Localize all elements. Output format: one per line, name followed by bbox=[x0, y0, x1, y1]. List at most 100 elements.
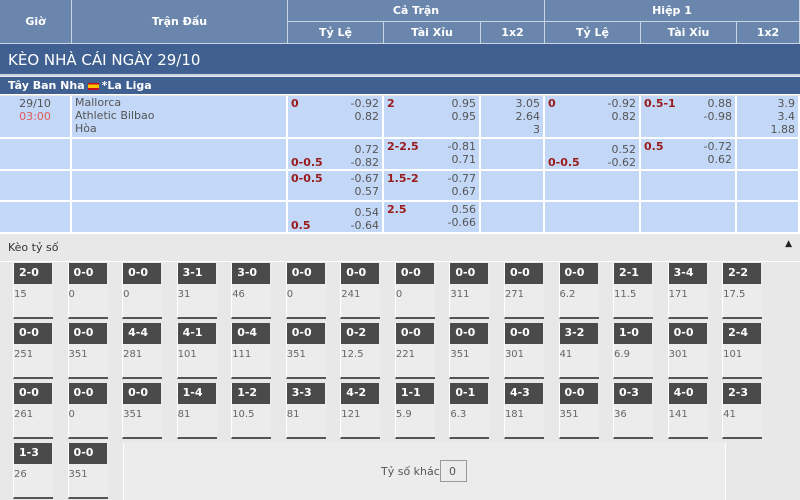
odds-value[interactable]: -0.64 bbox=[350, 219, 379, 232]
odds-value[interactable]: -0.82 bbox=[350, 156, 379, 169]
x12-value[interactable]: 1.88 bbox=[770, 123, 796, 136]
odds-values[interactable]: -0.77 0.67 bbox=[448, 172, 476, 198]
score-box[interactable]: 0-0 241 bbox=[340, 263, 381, 319]
score-box[interactable]: 0-0 301 bbox=[503, 323, 544, 379]
score-box[interactable]: 1-4 81 bbox=[176, 383, 217, 439]
collapse-arrow-icon[interactable]: ▲ bbox=[785, 239, 792, 249]
score-box[interactable]: 1-2 10.5 bbox=[231, 383, 272, 439]
x12-value[interactable]: 3.9 bbox=[777, 97, 796, 110]
odds-values[interactable]: 0.95 0.95 bbox=[452, 97, 477, 123]
score-box[interactable]: 0-0 0 bbox=[67, 263, 108, 319]
odds-value[interactable]: -0.77 bbox=[447, 172, 476, 185]
score-box[interactable]: 0-0 0 bbox=[285, 263, 326, 319]
score-box[interactable]: 0-0 221 bbox=[394, 323, 435, 379]
x12-value[interactable]: 3.4 bbox=[777, 110, 796, 123]
x12-values[interactable]: 3.9 3.4 1.88 bbox=[771, 97, 796, 136]
score-box[interactable]: 0-0 271 bbox=[503, 263, 544, 319]
score-box[interactable]: 3-2 41 bbox=[558, 323, 599, 379]
odds-value[interactable]: 0.67 bbox=[451, 185, 477, 198]
score-box[interactable]: 2-4 101 bbox=[722, 323, 763, 379]
score-box[interactable]: 0-0 0 bbox=[67, 383, 108, 439]
odds-value[interactable]: 0.56 bbox=[451, 203, 477, 216]
score-box[interactable]: 2-0 15 bbox=[13, 263, 53, 319]
odds-values[interactable]: -0.92 0.82 bbox=[608, 97, 636, 123]
score-odds: 351 bbox=[559, 409, 579, 420]
score-box[interactable]: 1-3 26 bbox=[13, 443, 53, 499]
odds-values[interactable]: -0.72 0.62 bbox=[704, 140, 732, 166]
score-box[interactable]: 0-0 301 bbox=[667, 323, 708, 379]
odds-value[interactable]: -0.92 bbox=[607, 97, 636, 110]
odds-value[interactable]: 0.95 bbox=[451, 110, 477, 123]
odds-values[interactable]: 0.56 -0.66 bbox=[448, 203, 476, 229]
score-box[interactable]: 1-0 6.9 bbox=[613, 323, 654, 379]
league-row[interactable]: Tây Ban Nha *La Liga bbox=[0, 77, 800, 95]
x12-value[interactable]: 2.64 bbox=[515, 110, 541, 123]
score-box[interactable]: 2-1 11.5 bbox=[613, 263, 654, 319]
odds-value[interactable]: -0.81 bbox=[447, 140, 476, 153]
score-box[interactable]: 0-0 351 bbox=[67, 443, 108, 499]
score-box[interactable]: 1-1 5.9 bbox=[394, 383, 435, 439]
score-box[interactable]: 3-1 31 bbox=[176, 263, 217, 319]
score-box[interactable]: 0-0 6.2 bbox=[558, 263, 599, 319]
score-box[interactable]: 2-2 17.5 bbox=[722, 263, 763, 319]
x12-value[interactable]: 3.05 bbox=[515, 97, 541, 110]
odds-value[interactable]: -0.98 bbox=[703, 110, 732, 123]
odds-value[interactable]: 0.95 bbox=[451, 97, 477, 110]
score-box[interactable]: 4-2 121 bbox=[340, 383, 381, 439]
score-box[interactable]: 0-0 251 bbox=[13, 323, 53, 379]
score-box[interactable]: 4-3 181 bbox=[503, 383, 544, 439]
score-odds: 351 bbox=[286, 349, 306, 360]
odds-value[interactable]: 0.62 bbox=[707, 153, 733, 166]
team-home[interactable]: Mallorca bbox=[75, 96, 122, 109]
team-draw[interactable]: Hòa bbox=[75, 122, 97, 135]
odds-cell bbox=[481, 171, 545, 202]
score-box[interactable]: 0-0 351 bbox=[449, 323, 490, 379]
score-box[interactable]: 4-4 281 bbox=[122, 323, 163, 379]
score-box[interactable]: 0-0 261 bbox=[13, 383, 53, 439]
team-away[interactable]: Athletic Bilbao bbox=[75, 109, 155, 122]
score-box[interactable]: 4-1 101 bbox=[176, 323, 217, 379]
odds-value[interactable]: 0.72 bbox=[354, 143, 380, 156]
score-box[interactable]: 3-4 171 bbox=[667, 263, 708, 319]
score-box[interactable]: 0-0 351 bbox=[122, 383, 163, 439]
odds-values[interactable]: -0.81 0.71 bbox=[448, 140, 476, 166]
odds-values[interactable]: 0.72 -0.82 bbox=[351, 143, 379, 169]
score-box[interactable]: 0-0 0 bbox=[122, 263, 163, 319]
score-box[interactable]: 0-2 12.5 bbox=[340, 323, 381, 379]
score-box[interactable]: 3-0 46 bbox=[231, 263, 272, 319]
score-box[interactable]: 0-0 351 bbox=[67, 323, 108, 379]
odds-value[interactable]: -0.72 bbox=[703, 140, 732, 153]
odds-values[interactable]: 0.54 -0.64 bbox=[351, 206, 379, 232]
odds-value[interactable]: -0.67 bbox=[350, 172, 379, 185]
score-box[interactable]: 0-0 0 bbox=[394, 263, 435, 319]
score-box[interactable]: 0-0 311 bbox=[449, 263, 490, 319]
odds-values[interactable]: -0.67 0.57 bbox=[351, 172, 379, 198]
score-box[interactable]: 0-3 36 bbox=[613, 383, 654, 439]
score-box[interactable]: 3-3 81 bbox=[285, 383, 326, 439]
odds-value[interactable]: -0.92 bbox=[350, 97, 379, 110]
odds-value[interactable]: 0.82 bbox=[611, 110, 637, 123]
score-box[interactable]: 2-3 41 bbox=[722, 383, 763, 439]
odds-value[interactable]: -0.66 bbox=[447, 216, 476, 229]
score-box[interactable]: 4-0 141 bbox=[667, 383, 708, 439]
x12-value[interactable]: 3 bbox=[533, 123, 540, 136]
score-box[interactable]: 0-0 351 bbox=[285, 323, 326, 379]
odds-value[interactable]: -0.62 bbox=[607, 156, 636, 169]
x12-values[interactable]: 3.05 2.64 3 bbox=[516, 97, 541, 136]
odds-values[interactable]: 0.88 -0.98 bbox=[704, 97, 732, 123]
odds-value[interactable]: 0.88 bbox=[707, 97, 733, 110]
odds-value[interactable]: 0.54 bbox=[354, 206, 380, 219]
odds-value[interactable]: 0.52 bbox=[611, 143, 637, 156]
odds-values[interactable]: -0.92 0.82 bbox=[351, 97, 379, 123]
correct-score-title: Kèo tỷ số bbox=[8, 241, 59, 254]
line-value: 2-2.5 bbox=[387, 140, 419, 153]
correct-score-header[interactable]: Kèo tỷ số ▲ bbox=[0, 234, 800, 262]
score-box[interactable]: 0-0 351 bbox=[558, 383, 599, 439]
odds-values[interactable]: 0.52 -0.62 bbox=[608, 143, 636, 169]
odds-value[interactable]: 0.71 bbox=[451, 153, 477, 166]
score-box[interactable]: 0-4 111 bbox=[231, 323, 272, 379]
odds-cell bbox=[545, 202, 641, 234]
score-box[interactable]: 0-1 6.3 bbox=[449, 383, 490, 439]
odds-value[interactable]: 0.82 bbox=[354, 110, 380, 123]
odds-value[interactable]: 0.57 bbox=[354, 185, 380, 198]
